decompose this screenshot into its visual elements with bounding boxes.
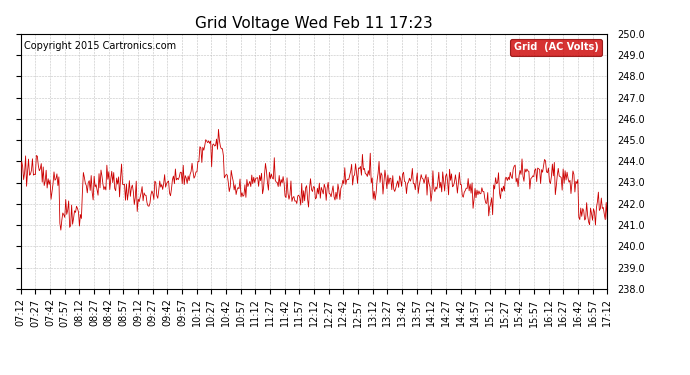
Title: Grid Voltage Wed Feb 11 17:23: Grid Voltage Wed Feb 11 17:23 <box>195 16 433 31</box>
Legend: Grid  (AC Volts): Grid (AC Volts) <box>510 39 602 56</box>
Text: Copyright 2015 Cartronics.com: Copyright 2015 Cartronics.com <box>23 41 176 51</box>
